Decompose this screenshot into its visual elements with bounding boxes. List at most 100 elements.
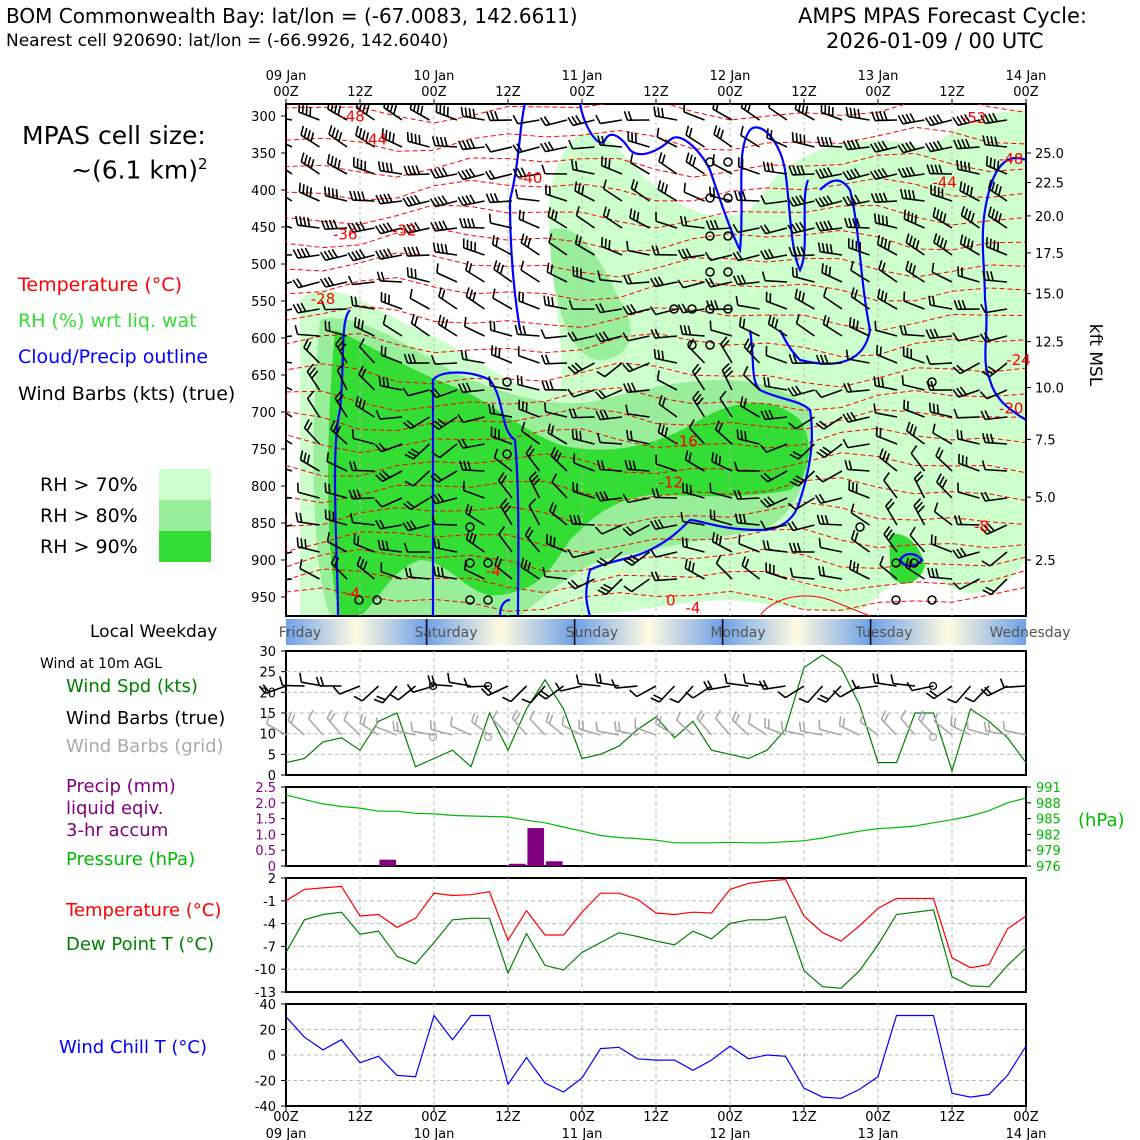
barb-feather bbox=[653, 277, 661, 287]
pressure-tick-label: 700 bbox=[251, 406, 276, 421]
barb-feather bbox=[410, 268, 413, 278]
barb-feather bbox=[888, 532, 895, 542]
barb-staff bbox=[343, 719, 361, 736]
wind-barb bbox=[374, 442, 403, 453]
barb-feather bbox=[627, 274, 633, 284]
wind-barb bbox=[653, 106, 678, 121]
surface-barb-grid bbox=[696, 709, 713, 736]
barb-feather bbox=[378, 376, 382, 386]
barb-staff bbox=[764, 279, 788, 283]
wind-barb bbox=[981, 362, 1008, 378]
wind-barb bbox=[622, 524, 650, 536]
barb-feather bbox=[829, 244, 833, 254]
calm-circle bbox=[502, 449, 512, 459]
barb-feather bbox=[429, 198, 437, 208]
barb-feather bbox=[738, 534, 741, 544]
barb-feather bbox=[787, 522, 794, 531]
wind-barb bbox=[795, 314, 815, 337]
barb-staff bbox=[934, 720, 953, 736]
barb-staff bbox=[847, 443, 870, 449]
y-tick-label: -1 bbox=[263, 895, 276, 910]
wind-barb bbox=[488, 403, 513, 418]
barb-feather bbox=[463, 677, 469, 688]
wind-barb bbox=[594, 389, 623, 400]
wind-barb bbox=[629, 208, 650, 229]
y-tick-label: 0.5 bbox=[255, 844, 276, 859]
barb-feather bbox=[817, 697, 827, 703]
wind-barb bbox=[567, 549, 595, 559]
barb-feather bbox=[870, 193, 876, 203]
wind-barb bbox=[514, 188, 540, 202]
isotherm-line bbox=[286, 452, 1026, 477]
barb-feather bbox=[328, 219, 334, 230]
y-tick-label: 40 bbox=[259, 998, 276, 1013]
barb-feather bbox=[731, 711, 738, 721]
barb-feather bbox=[932, 207, 937, 217]
barb-feather bbox=[470, 712, 476, 723]
wind-barb bbox=[985, 155, 1008, 175]
barb-feather bbox=[540, 329, 546, 339]
barb-feather bbox=[718, 535, 723, 546]
barb-feather bbox=[917, 505, 925, 514]
isotherm-label: -28 bbox=[311, 290, 336, 308]
barb-staff bbox=[967, 728, 990, 736]
kft-axis-title: kft MSL bbox=[1085, 324, 1105, 387]
barb-feather bbox=[480, 687, 489, 696]
barb-feather bbox=[597, 270, 601, 281]
barb-feather bbox=[472, 108, 476, 119]
wind-barb bbox=[927, 567, 953, 580]
barb-feather bbox=[816, 136, 821, 146]
wind-barb bbox=[543, 295, 568, 310]
wind-barb bbox=[286, 411, 293, 418]
barb-feather bbox=[296, 537, 299, 547]
barb-feather bbox=[987, 206, 992, 217]
wind-barb bbox=[883, 472, 898, 499]
barb-feather bbox=[622, 305, 629, 315]
barb-feather bbox=[983, 525, 992, 534]
y-tick-label: -13 bbox=[255, 986, 276, 1001]
barb-feather bbox=[838, 716, 842, 726]
barb-feather bbox=[906, 681, 913, 691]
barb-feather bbox=[310, 159, 315, 169]
barb-feather bbox=[938, 476, 945, 486]
wind-barb bbox=[906, 421, 925, 445]
wind-barb bbox=[737, 157, 760, 175]
barb-feather bbox=[349, 190, 354, 201]
barb-feather bbox=[361, 191, 366, 201]
wind-barb bbox=[348, 461, 375, 472]
barb-feather bbox=[571, 579, 579, 588]
barb-staff bbox=[286, 308, 293, 312]
wind-barb bbox=[822, 314, 843, 337]
wind-barb bbox=[465, 260, 485, 283]
barb-feather bbox=[572, 408, 578, 418]
barb-feather bbox=[963, 208, 969, 218]
wind-barb bbox=[985, 237, 1008, 256]
barb-staff bbox=[823, 295, 843, 310]
barb-feather bbox=[653, 694, 663, 700]
cloud-outline-segment bbox=[578, 104, 810, 273]
barb-feather bbox=[498, 348, 501, 358]
barb-feather bbox=[967, 162, 971, 172]
barb-feather bbox=[623, 274, 629, 285]
barb-staff bbox=[520, 269, 540, 283]
rh70-swatch bbox=[159, 469, 211, 500]
y-tick-label: 985 bbox=[1036, 813, 1061, 828]
barb-feather bbox=[953, 515, 959, 525]
barb-feather bbox=[527, 237, 532, 248]
wind-barb bbox=[903, 291, 925, 310]
barb-staff bbox=[464, 568, 485, 580]
wind-barb bbox=[849, 559, 870, 580]
wind-barb bbox=[905, 260, 925, 283]
barb-feather bbox=[410, 195, 417, 205]
kft-tick-label: 2.5 bbox=[1035, 554, 1056, 569]
barb-feather bbox=[681, 303, 688, 313]
top-tick-label: 12Z bbox=[347, 85, 373, 100]
barb-feather bbox=[381, 161, 385, 172]
wind-barb bbox=[383, 104, 403, 121]
barb-feather bbox=[734, 190, 739, 201]
barb-feather bbox=[763, 376, 767, 387]
barb-feather bbox=[575, 206, 580, 216]
wind-barb bbox=[595, 303, 623, 314]
barb-staff bbox=[467, 685, 490, 688]
barb-feather bbox=[375, 474, 384, 482]
